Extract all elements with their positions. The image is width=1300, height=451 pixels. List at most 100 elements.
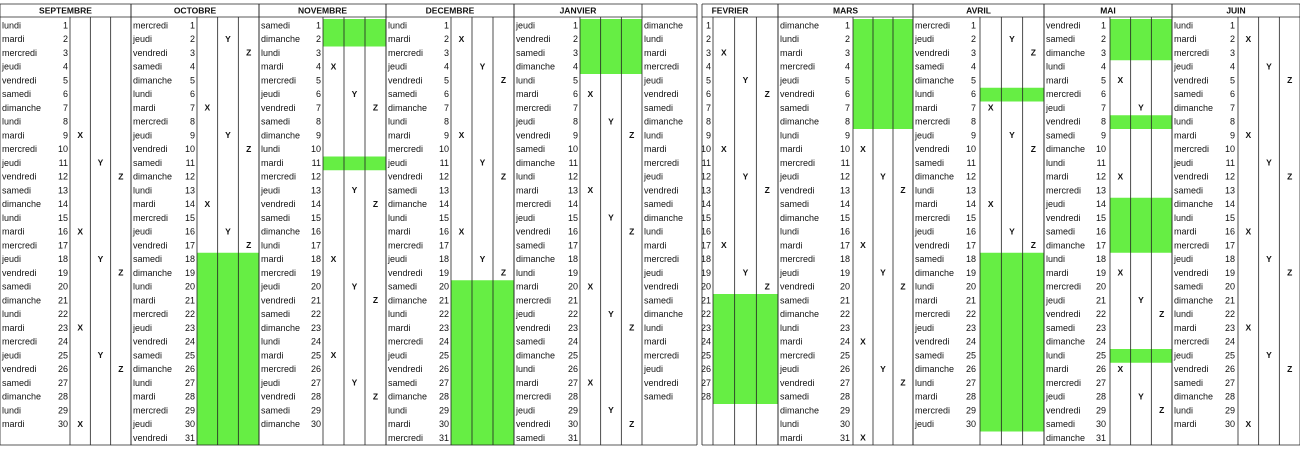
day-name: samedi (1046, 419, 1075, 429)
day-number: 29 (840, 405, 850, 415)
day-mark: Y (98, 350, 104, 360)
month-header: JANVIER (560, 5, 597, 15)
day-name: samedi (644, 295, 673, 305)
day-name: samedi (2, 378, 31, 388)
day-name: dimanche (780, 117, 819, 127)
day-name: lundi (1046, 62, 1065, 72)
day-number: 21 (1225, 295, 1235, 305)
month-header: AVRIL (966, 5, 991, 15)
day-number: 29 (439, 405, 449, 415)
day-number: 30 (58, 419, 68, 429)
day-number: 30 (439, 419, 449, 429)
day-number: 11 (312, 158, 321, 168)
day-number: 23 (58, 323, 68, 333)
day-mark: X (77, 419, 83, 429)
day-mark: X (77, 130, 83, 140)
day-mark: Y (608, 213, 614, 223)
day-mark: Y (225, 226, 231, 236)
day-number: 13 (439, 185, 449, 195)
day-name: dimanche (1046, 433, 1085, 443)
day-number: 30 (568, 419, 578, 429)
day-name: mercredi (915, 117, 950, 127)
day-number: 25 (840, 350, 850, 360)
day-name: mardi (780, 144, 803, 154)
day-number: 31 (840, 433, 850, 443)
day-name: lundi (780, 323, 799, 333)
day-number: 4 (316, 62, 321, 72)
day-number: 28 (1096, 392, 1106, 402)
day-name: samedi (388, 89, 417, 99)
day-number: 4 (1101, 62, 1106, 72)
day-name: lundi (1174, 405, 1193, 415)
day-name: samedi (1046, 227, 1075, 237)
day-name: vendredi (388, 75, 423, 85)
day-name: jeudi (643, 364, 663, 374)
day-mark: Z (1159, 405, 1164, 415)
day-mark: X (587, 378, 593, 388)
day-number: 1 (1101, 20, 1106, 30)
day-name: vendredi (1174, 268, 1209, 278)
day-name: mardi (1046, 364, 1069, 374)
day-number: 17 (840, 240, 850, 250)
day-name: samedi (261, 20, 290, 30)
day-name: lundi (261, 144, 280, 154)
day-mark: Z (1031, 144, 1036, 154)
day-name: samedi (261, 405, 290, 415)
day-name: mardi (1174, 227, 1197, 237)
day-number: 12 (185, 172, 195, 182)
day-number: 29 (966, 405, 976, 415)
day-name: samedi (388, 282, 417, 292)
day-number: 20 (185, 282, 195, 292)
day-name: lundi (915, 378, 934, 388)
day-number: 11 (59, 158, 68, 168)
day-mark: Z (765, 281, 770, 291)
day-name: mardi (644, 144, 667, 154)
day-name: jeudi (260, 282, 280, 292)
day-number: 21 (966, 295, 976, 305)
day-number: 20 (439, 282, 449, 292)
day-name: mercredi (516, 103, 551, 113)
day-name: mardi (2, 130, 25, 140)
day-number: 27 (439, 378, 449, 388)
day-name: lundi (644, 323, 663, 333)
day-number: 24 (439, 337, 449, 347)
day-name: dimanche (2, 199, 41, 209)
day-number: 26 (701, 364, 711, 374)
day-name: vendredi (261, 199, 296, 209)
day-name: dimanche (915, 172, 954, 182)
day-number: 6 (573, 89, 578, 99)
day-name: mercredi (1046, 282, 1081, 292)
day-name: mercredi (915, 405, 950, 415)
day-number: 2 (1230, 34, 1235, 44)
day-mark: Z (1287, 364, 1292, 374)
month-header: SEPTEMBRE (39, 5, 92, 15)
day-number: 16 (1225, 227, 1235, 237)
day-number: 31 (1096, 433, 1106, 443)
day-number: 23 (701, 323, 711, 333)
day-number: 7 (971, 103, 976, 113)
day-number: 21 (439, 295, 449, 305)
day-name: mardi (388, 227, 411, 237)
day-mark: X (988, 199, 994, 209)
day-name: mercredi (1046, 185, 1081, 195)
day-name: jeudi (387, 350, 407, 360)
day-name: dimanche (1046, 48, 1085, 58)
day-name: mardi (388, 130, 411, 140)
day-name: dimanche (1174, 199, 1213, 209)
day-name: jeudi (1173, 62, 1193, 72)
day-name: jeudi (643, 172, 663, 182)
day-name: lundi (516, 75, 535, 85)
day-name: dimanche (261, 227, 300, 237)
day-number: 20 (840, 282, 850, 292)
day-number: 26 (1225, 364, 1235, 374)
day-name: jeudi (515, 213, 535, 223)
day-name: vendredi (388, 364, 423, 374)
day-number: 2 (971, 34, 976, 44)
day-name: samedi (133, 62, 162, 72)
day-name: mardi (915, 295, 938, 305)
day-number: 7 (316, 103, 321, 113)
day-number: 3 (971, 48, 976, 58)
day-number: 18 (701, 254, 711, 264)
day-number: 11 (1226, 158, 1235, 168)
day-name: samedi (1174, 89, 1203, 99)
